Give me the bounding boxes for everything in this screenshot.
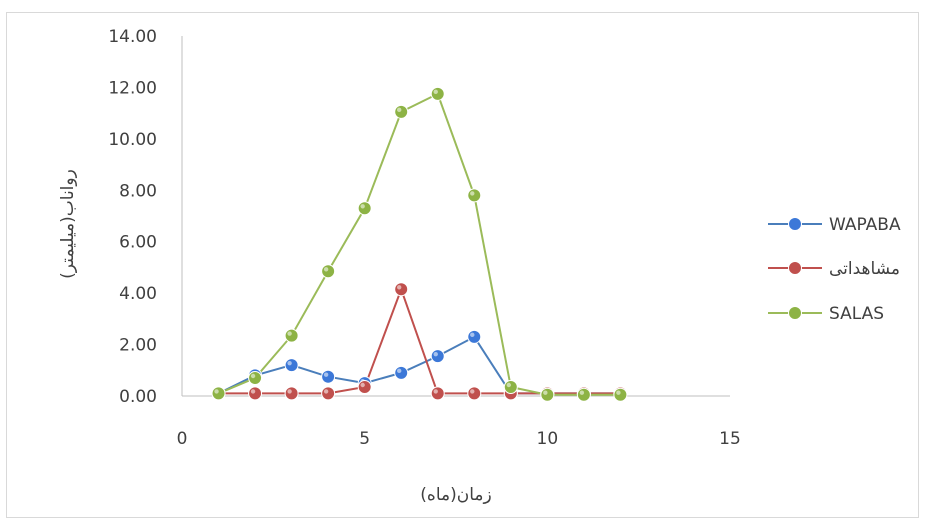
data-point <box>248 371 263 385</box>
x-tick-label: 10 <box>537 429 559 449</box>
y-tick-label: 6.00 <box>119 233 157 253</box>
data-point <box>211 386 226 401</box>
data-point-highlight <box>616 390 621 395</box>
data-point <box>321 264 336 279</box>
data-point-highlight <box>360 382 365 388</box>
series-line-2 <box>218 92 621 396</box>
data-point <box>248 386 263 401</box>
series-line-1 <box>218 286 621 395</box>
data-point-highlight <box>323 267 329 272</box>
data-point-highlight <box>287 331 292 336</box>
data-point-highlight <box>250 373 256 379</box>
data-point <box>284 328 299 343</box>
data-point-highlight <box>250 389 256 394</box>
data-point-highlight <box>287 360 292 366</box>
y-tick-label: 14.00 <box>108 27 157 47</box>
series-line-0 <box>218 335 621 395</box>
legend-marker <box>788 306 802 320</box>
data-point <box>394 365 409 380</box>
data-point <box>540 387 555 402</box>
data-point <box>467 188 482 203</box>
data-point-highlight <box>360 204 365 209</box>
data-point-highlight <box>470 191 475 196</box>
chart-frame <box>6 12 919 518</box>
data-point <box>503 380 518 394</box>
legend: WAPABA مشاهداتی SALAS <box>768 215 901 324</box>
series-markers <box>211 86 628 402</box>
x-tick-label: 5 <box>359 429 370 449</box>
data-point <box>284 358 299 373</box>
data-point <box>321 369 336 384</box>
data-point-highlight <box>470 389 475 394</box>
y-tick-label: 4.00 <box>119 284 157 304</box>
y-tick-label: 12.00 <box>108 78 157 98</box>
data-point <box>430 386 445 401</box>
y-tick-labels: 0.00 2.00 4.00 6.00 8.00 10.00 12.00 14.00 <box>108 27 157 407</box>
data-point-highlight <box>543 390 548 395</box>
legend-marker <box>788 261 802 275</box>
data-point <box>284 386 299 401</box>
data-point-highlight <box>433 89 438 95</box>
data-point-highlight <box>397 285 402 290</box>
data-point-highlight <box>287 389 292 394</box>
data-point-highlight <box>397 368 402 374</box>
data-point <box>430 349 445 364</box>
axes <box>181 36 730 397</box>
legend-marker <box>788 217 802 231</box>
data-point <box>467 386 482 401</box>
x-tick-label: 15 <box>719 429 741 449</box>
data-point <box>394 104 409 119</box>
y-tick-label: 2.00 <box>119 336 157 356</box>
y-tick-label: 0.00 <box>119 387 157 407</box>
data-point-highlight <box>433 351 438 357</box>
series-lines <box>218 92 621 396</box>
data-point <box>357 380 372 394</box>
data-point-highlight <box>470 332 475 338</box>
data-point-highlight <box>433 389 438 394</box>
data-point-highlight <box>579 390 585 395</box>
data-point <box>467 329 482 344</box>
x-axis-title: زمان(ماه) <box>420 485 491 505</box>
legend-label: WAPABA <box>829 215 901 235</box>
data-point <box>357 201 372 216</box>
data-point <box>321 386 336 401</box>
y-axis-title: رواناب(میلیمتر) <box>58 169 78 279</box>
data-point-highlight <box>323 372 329 377</box>
y-tick-label: 8.00 <box>119 181 157 201</box>
y-tick-label: 10.00 <box>108 130 157 150</box>
legend-label: SALAS <box>829 304 884 324</box>
data-point-highlight <box>323 389 329 394</box>
legend-label: مشاهداتی <box>829 259 900 279</box>
data-point-highlight <box>397 107 402 113</box>
data-point <box>394 282 409 297</box>
data-point <box>613 387 628 402</box>
data-point-highlight <box>214 389 219 394</box>
x-tick-label: 0 <box>177 429 188 449</box>
data-point <box>576 387 591 402</box>
data-point <box>430 86 445 101</box>
data-point-highlight <box>506 382 511 388</box>
x-tick-labels: 0 5 10 15 <box>177 429 741 449</box>
